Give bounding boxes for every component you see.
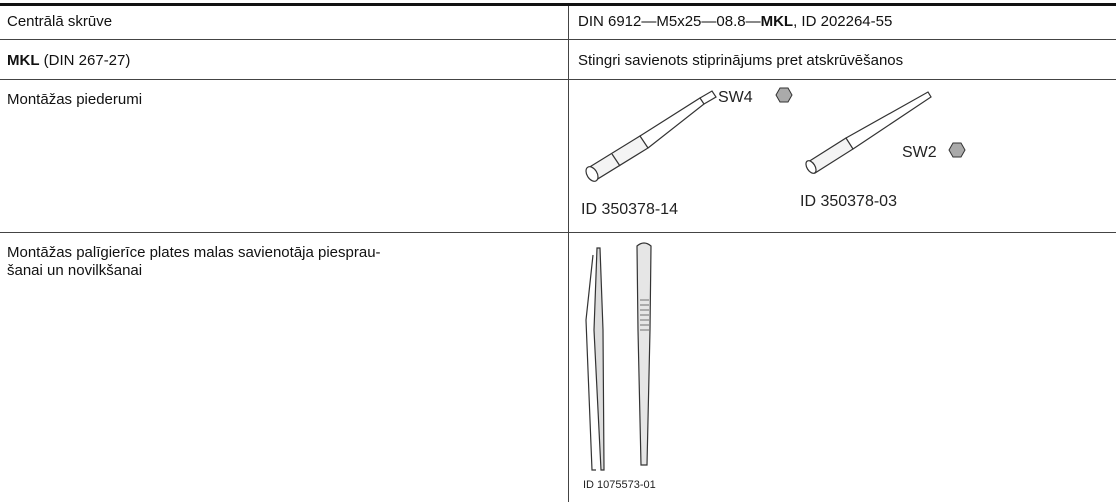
page: Centrālā skrūve DIN 6912—M5x25—08.8—MKL,… [0,0,1116,502]
figure-label: ID 1075573-01 [583,479,656,491]
tool-bit-sw4 [584,91,716,183]
figure-label: ID 350378-03 [800,193,897,210]
figure-label: SW2 [902,144,937,161]
tweezers [586,243,651,470]
tool-bit-sw2 [804,92,931,175]
figures: SW4 SW2 ID 350378-14 ID 350378-03 ID 107… [0,0,1116,502]
figure-label: SW4 [718,89,753,106]
hex-icon [776,88,792,102]
hex-icon [949,143,965,157]
figure-label: ID 350378-14 [581,201,678,218]
